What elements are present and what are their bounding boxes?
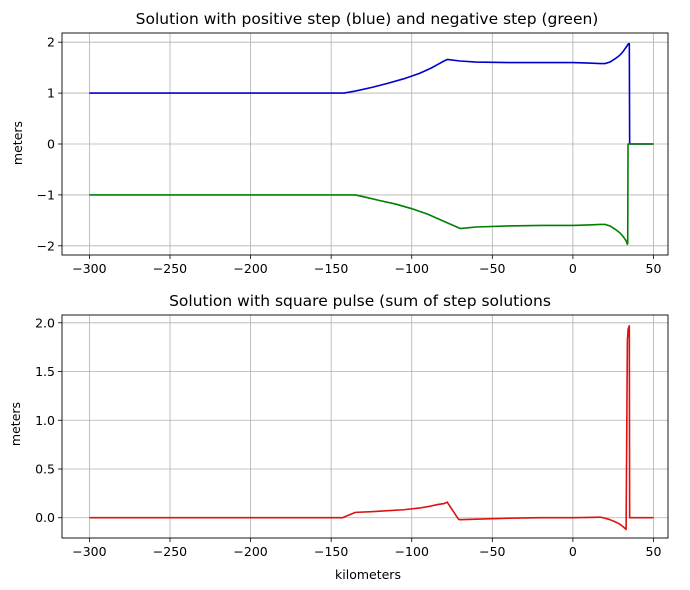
plot-top-x-tick-label: −150 [314, 261, 348, 276]
plot-top-x-tick-label: 50 [646, 261, 662, 276]
plot-bottom-x-tick-label: 0 [569, 544, 577, 559]
plot-bottom-y-axis-label: meters [8, 402, 23, 446]
plot-bottom-x-tick-label: −100 [395, 544, 429, 559]
plot-top-y-tick-label: 1 [47, 86, 55, 101]
plot-top-x-tick-label: 0 [569, 261, 577, 276]
plot-bottom-series-line-1 [89, 324, 654, 531]
plot-bottom-x-tick-label: −300 [72, 544, 106, 559]
plot-bottom-x-tick-label: −50 [479, 544, 505, 559]
plot-bottom-x-tick-label: −150 [314, 544, 348, 559]
plot-bottom-x-tick-label: −250 [153, 544, 187, 559]
plot-top-x-tick-label: −100 [395, 261, 429, 276]
plot-bottom-y-tick-label: 0.5 [35, 461, 55, 476]
plot-bottom: Solution with square pulse (sum of step … [8, 292, 669, 582]
plot-top-x-tick-label: −200 [233, 261, 267, 276]
plot-top-y-tick-label: 0 [47, 137, 55, 152]
plot-bottom-x-tick-label: 50 [646, 544, 662, 559]
plot-bottom-x-tick-label: −200 [233, 544, 267, 559]
plot-top: Solution with positive step (blue) and n… [10, 10, 669, 276]
plot-top-y-tick-label: −1 [37, 187, 55, 202]
plot-top-y-tick-label: 2 [47, 35, 55, 50]
plot-bottom-y-tick-label: 1.0 [35, 413, 55, 428]
plot-top-y-axis-label: meters [10, 121, 25, 165]
plot-bottom-title: Solution with square pulse (sum of step … [169, 292, 551, 310]
plot-top-title: Solution with positive step (blue) and n… [136, 10, 599, 28]
plot-bottom-y-tick-label: 0.0 [35, 510, 55, 525]
plot-bottom-axes-frame [61, 314, 669, 539]
plot-top-series-line-2 [89, 143, 654, 246]
plot-top-x-tick-label: −300 [72, 261, 106, 276]
plot-top-series-line-1 [89, 42, 654, 145]
plot-bottom-y-tick-label: 2.0 [35, 315, 55, 330]
plot-top-x-tick-label: −250 [153, 261, 187, 276]
plot-top-x-tick-label: −50 [479, 261, 505, 276]
plot-bottom-y-tick-label: 1.5 [35, 364, 55, 379]
plot-top-y-tick-label: −2 [37, 238, 55, 253]
plot-bottom-x-axis-label: kilometers [335, 567, 401, 582]
